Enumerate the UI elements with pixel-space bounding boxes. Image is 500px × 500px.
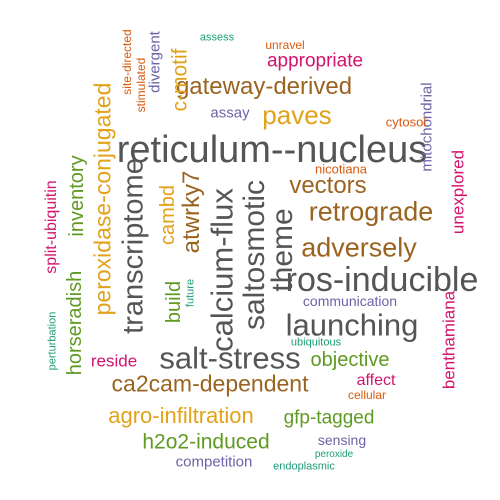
word: ros-inducible	[285, 261, 479, 299]
word: divergent	[146, 31, 164, 93]
word: cambd	[157, 184, 179, 246]
word: cellular	[347, 388, 387, 402]
word: vectors	[289, 172, 367, 199]
word: competition	[175, 453, 253, 471]
word: calcium-flux	[204, 188, 240, 352]
word: ca2cam-dependent	[111, 370, 309, 397]
word: benthamiana	[439, 290, 459, 390]
word: reticulum--nucleus	[116, 129, 428, 171]
word: horseradish	[64, 270, 86, 376]
word: nicotiana	[314, 161, 368, 177]
word: ubiquitous	[290, 336, 342, 349]
word: endoplasmic	[273, 460, 335, 473]
word: stimulated	[134, 57, 148, 113]
word: build	[163, 280, 185, 324]
word: gateway-derived	[175, 73, 353, 100]
word: affect	[356, 372, 396, 389]
word: paves	[262, 100, 332, 130]
word: assess	[199, 31, 235, 44]
word: site-directed	[120, 29, 134, 95]
word: gfp-tagged	[283, 407, 375, 429]
word: future	[184, 278, 197, 308]
word: perturbation	[46, 311, 59, 371]
word: assay	[210, 104, 250, 122]
word: appropriate	[266, 50, 364, 72]
word: transcriptome	[117, 158, 150, 334]
word: cytosol	[385, 114, 427, 130]
word: launching	[285, 307, 419, 343]
word: atwrky7	[178, 170, 205, 254]
word: theme	[266, 208, 299, 292]
word: adversely	[301, 232, 417, 263]
word: peroxide	[314, 449, 354, 460]
word: peroxidase-conjugated	[89, 82, 116, 316]
word: reside	[90, 351, 138, 371]
word: retrograde	[308, 196, 434, 227]
word: objective	[310, 349, 390, 371]
word: unravel	[265, 38, 305, 52]
word: inventory	[66, 155, 88, 237]
word: c-motif	[168, 48, 192, 112]
word: communication	[302, 293, 398, 309]
word: salt-stress	[159, 340, 301, 376]
word: h2o2-induced	[142, 430, 270, 454]
word: sensing	[317, 432, 367, 448]
word: agro-infiltration	[108, 403, 254, 428]
word: unexplored	[448, 149, 468, 235]
word: split-ubiquitin	[43, 180, 60, 274]
